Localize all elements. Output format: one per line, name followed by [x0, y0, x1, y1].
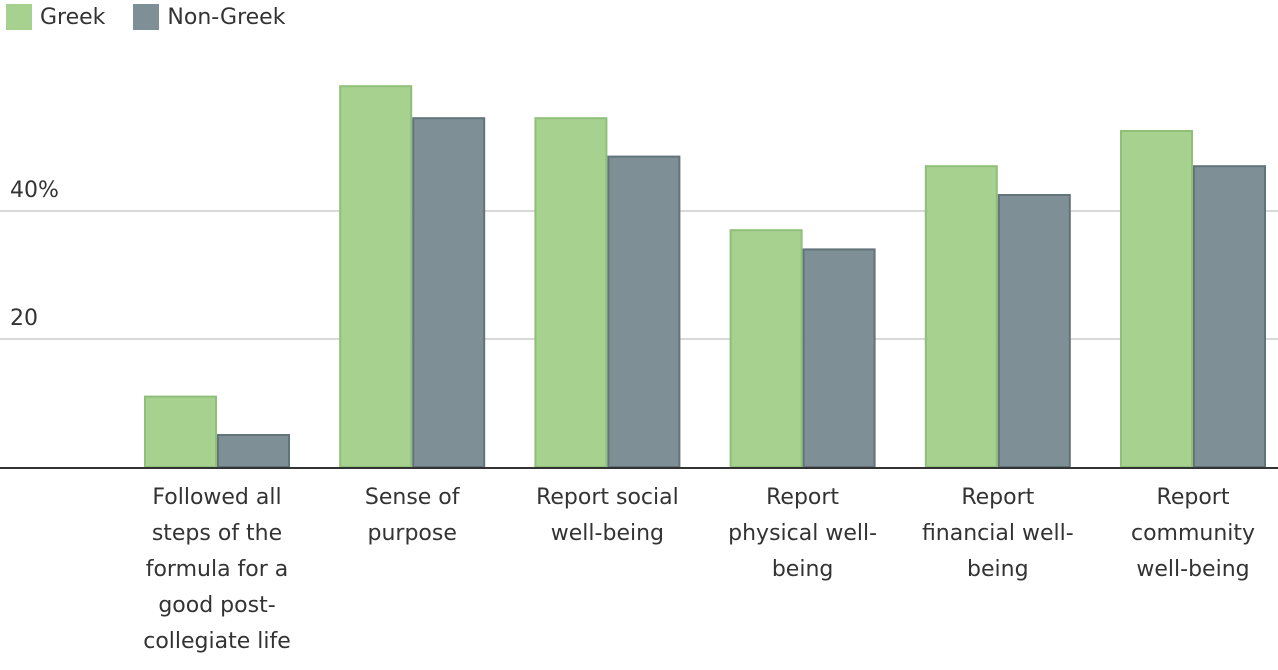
bar-non-greek-5 — [1193, 165, 1266, 468]
category-label-4: Report financial well-being — [922, 485, 1074, 582]
category-label-0: Followed all steps of the formula for a goo… — [143, 485, 291, 654]
category-label-line: steps of the — [152, 521, 282, 546]
category-label-2: Report social well-being — [536, 485, 679, 546]
y-tick-label-20: 20 — [10, 306, 38, 331]
category-label-line: Report — [1157, 485, 1230, 510]
category-label-line: good post- — [158, 593, 275, 618]
category-label-1: Sense of purpose — [365, 485, 461, 546]
y-tick-label-40: 40% — [10, 178, 59, 203]
category-label-line: Followed all — [152, 485, 281, 510]
bar-greek-4 — [924, 165, 998, 468]
bar-greek-2 — [534, 117, 608, 468]
bar-greek-3 — [729, 229, 803, 468]
category-label-line: well-being — [551, 521, 664, 546]
legend-item-non-greek: Non-Greek — [133, 4, 285, 30]
legend-label-non-greek: Non-Greek — [167, 4, 286, 30]
category-label-line: physical well- — [728, 521, 877, 546]
bar-non-greek-4 — [997, 194, 1071, 468]
category-label-line: purpose — [368, 521, 457, 546]
chart-legend: Greek Non-Greek — [6, 4, 285, 30]
category-label-line: Report — [961, 485, 1034, 510]
bar-non-greek-3 — [802, 248, 876, 468]
bar-greek-1 — [339, 85, 413, 468]
legend-swatch-greek — [6, 4, 32, 30]
bar-greek-5 — [1120, 130, 1193, 468]
category-label-line: community — [1131, 521, 1255, 546]
category-label-3: Report physical well-being — [728, 485, 877, 582]
category-label-line: collegiate life — [143, 629, 291, 654]
bar-non-greek-1 — [412, 117, 486, 468]
category-label-line: Report social — [536, 485, 679, 510]
bar-greek-0 — [144, 395, 217, 469]
category-label-line: Sense of — [365, 485, 461, 510]
category-label-5: Report community well-being — [1131, 485, 1255, 582]
category-label-line: Report — [766, 485, 839, 510]
category-label-line: being — [772, 557, 834, 582]
category-label-line: well-being — [1136, 557, 1249, 582]
legend-swatch-non-greek — [133, 4, 160, 30]
legend-label-greek: Greek — [40, 4, 106, 30]
category-label-line: being — [967, 557, 1029, 582]
category-label-line: financial well- — [922, 521, 1074, 546]
bar-non-greek-0 — [217, 434, 290, 468]
bar-non-greek-2 — [607, 155, 681, 468]
category-label-line: formula for a — [146, 557, 289, 582]
legend-item-greek: Greek — [6, 4, 105, 30]
